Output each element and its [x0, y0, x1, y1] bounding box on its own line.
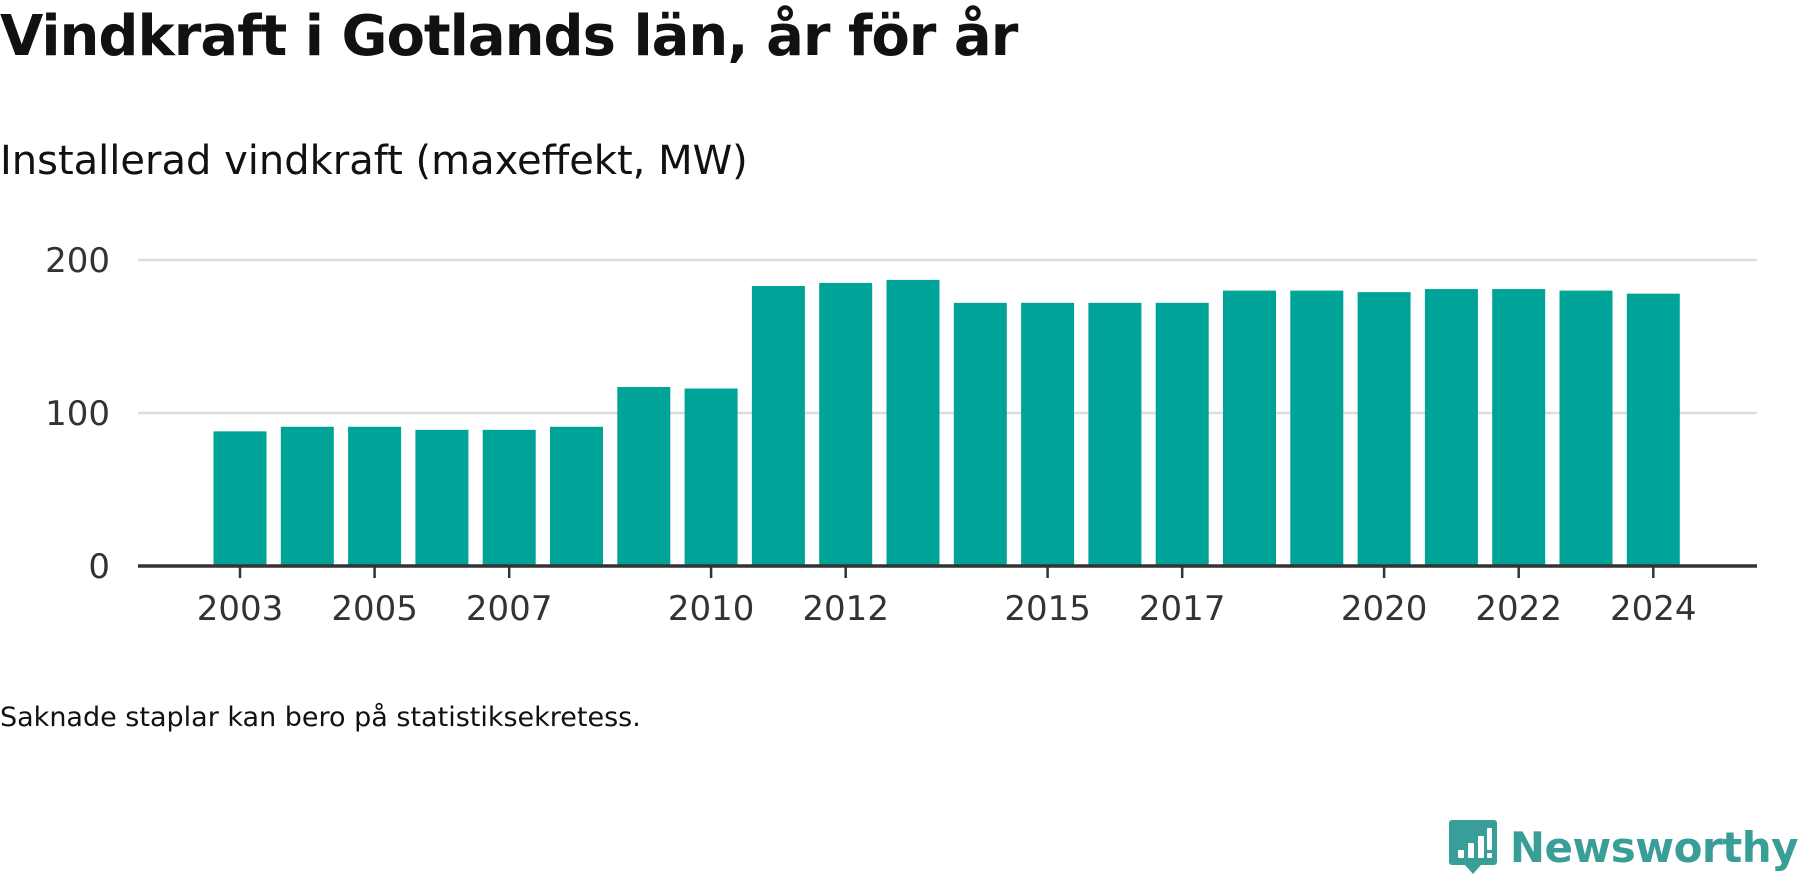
bar-2011: [751, 286, 805, 566]
x-tick-label: 2020: [1341, 589, 1428, 629]
bar-2013: [886, 279, 940, 566]
brand-logo: Newsworthy: [1448, 818, 1799, 876]
y-tick-label: 100: [45, 394, 110, 434]
x-tick-label: 2003: [197, 589, 284, 629]
bar-2018: [1223, 290, 1276, 566]
bar-chart: 0 100 200 2003 2005 2007 2010 2012 2015 2017 2020 2…: [45, 241, 1757, 629]
newsworthy-logo-icon: [1448, 820, 1497, 874]
bar-2010: [684, 388, 738, 566]
bar-2019: [1290, 290, 1344, 566]
bar-2006: [415, 429, 469, 566]
bar-2008: [550, 426, 603, 566]
bar-2023: [1559, 290, 1613, 566]
chart-title: Vindkraft i Gotlands län, år för år: [0, 4, 1018, 69]
chart-subtitle: Installerad vindkraft (maxeffekt, MW): [0, 138, 748, 184]
bar-2014: [953, 302, 1007, 566]
footnote: Saknade staplar kan bero på statistiksek…: [0, 702, 641, 733]
x-tick-label: 2010: [668, 589, 755, 629]
x-tick-label: 2022: [1475, 589, 1562, 629]
x-tick-label: 2012: [802, 589, 889, 629]
bar-2005: [348, 426, 402, 566]
bar-2020: [1357, 292, 1411, 566]
grid-lines: [138, 258, 1757, 415]
bar-2017: [1155, 302, 1209, 566]
bar-2024: [1626, 293, 1680, 566]
bar-2016: [1088, 302, 1142, 566]
x-tick-label: 2007: [466, 589, 553, 629]
x-tick-label: 2024: [1610, 589, 1697, 629]
brand-name: Newsworthy: [1509, 822, 1799, 872]
x-tick-label: 2015: [1004, 589, 1091, 629]
bar-2015: [1021, 302, 1075, 566]
axes: 0 100 200 2003 2005 2007 2010 2012 2015 2017 2020 2…: [45, 241, 1757, 629]
bars: [213, 279, 1680, 566]
x-tick-label: 2005: [331, 589, 418, 629]
bar-2021: [1424, 289, 1478, 566]
x-tick-label: 2017: [1139, 589, 1226, 629]
bar-2007: [482, 429, 536, 566]
bar-2022: [1492, 289, 1546, 566]
y-tick-label: 0: [88, 547, 110, 587]
bar-2004: [280, 426, 334, 566]
bar-2012: [819, 282, 873, 566]
bar-2003: [213, 431, 267, 566]
bar-2009: [617, 386, 671, 566]
y-tick-label: 200: [45, 241, 110, 281]
